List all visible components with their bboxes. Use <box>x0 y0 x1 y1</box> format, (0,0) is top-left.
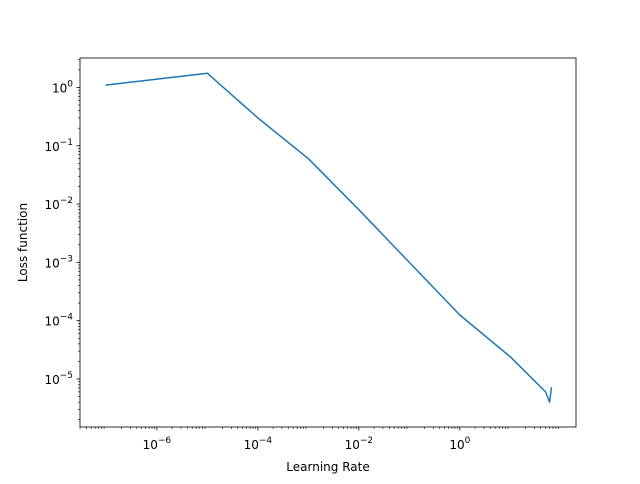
x-tick-label: 100 <box>449 436 470 452</box>
series-layer <box>105 72 553 403</box>
y-axis-label: Loss function <box>16 203 30 282</box>
y-tick-label: 10−4 <box>44 313 73 329</box>
y-tick-label: 10−3 <box>44 254 73 270</box>
axes-frame <box>79 57 577 428</box>
x-axis-ticks: 10−6 10−4 10−2 100 <box>79 427 559 452</box>
y-tick-label: 10−1 <box>44 138 73 154</box>
x-tick-label: 10−6 <box>143 436 172 452</box>
y-tick-label: 10−2 <box>44 196 73 212</box>
y-tick-label: 100 <box>52 79 73 95</box>
y-tick-label: 10−5 <box>44 371 73 387</box>
x-tick-label: 10−4 <box>244 436 273 452</box>
x-axis-label: Learning Rate <box>286 460 369 474</box>
x-tick-label: 10−2 <box>345 436 374 452</box>
series-line <box>105 72 553 403</box>
